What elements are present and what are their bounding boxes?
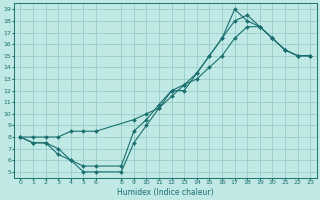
X-axis label: Humidex (Indice chaleur): Humidex (Indice chaleur) [117, 188, 214, 197]
